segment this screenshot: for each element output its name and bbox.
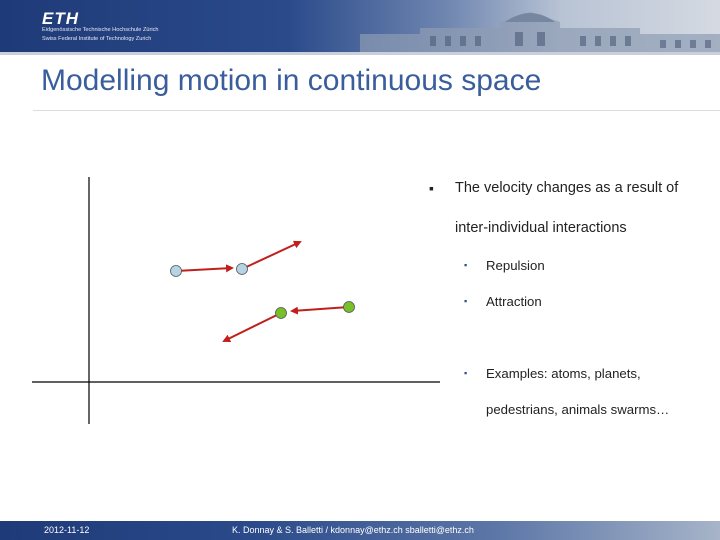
footer-date: 2012-11-12 xyxy=(44,525,90,535)
institution-name-english: Swiss Federal Institute of Technology Zu… xyxy=(42,36,152,42)
particle-green-2 xyxy=(343,301,355,313)
particle-green-1 xyxy=(275,307,287,319)
velocity-arrow-right-particle-2 xyxy=(290,306,350,315)
sub-bullet-marker: ▪ xyxy=(464,296,468,306)
particle-blue-1 xyxy=(170,265,182,277)
building-illustration xyxy=(360,12,720,52)
sub-bullet-attraction: Attraction xyxy=(486,294,542,309)
bullet-text: The velocity changes as a result of inte… xyxy=(455,180,679,236)
eth-logo: ETH xyxy=(42,9,79,28)
footer-authors: K. Donnay & S. Balletti / kdonnay@ethz.c… xyxy=(232,525,474,535)
sub-bullet-marker: ▪ xyxy=(464,260,468,270)
particle-blue-2 xyxy=(236,263,248,275)
velocity-arrow-left-particle-1 xyxy=(175,264,234,273)
sub-bullet-examples: Examples: atoms, planets, pedestrians, a… xyxy=(486,366,670,417)
sub-bullet-repulsion: Repulsion xyxy=(486,258,545,273)
title-divider xyxy=(33,110,720,111)
banner-divider xyxy=(0,52,720,55)
footer-bar: 2012-11-12 K. Donnay & S. Balletti / kdo… xyxy=(0,521,720,540)
header-banner: ETH Eidgenössische Technische Hochschule… xyxy=(0,0,720,52)
sub-bullet-marker: ▪ xyxy=(464,368,468,378)
bullet-marker: ▪ xyxy=(429,180,434,196)
velocity-arrow-right-particle-1 xyxy=(241,240,302,270)
slide-title: Modelling motion in continuous space xyxy=(41,64,542,97)
velocity-arrow-left-particle-2 xyxy=(222,312,282,342)
institution-name-german: Eidgenössische Technische Hochschule Zür… xyxy=(42,27,159,33)
